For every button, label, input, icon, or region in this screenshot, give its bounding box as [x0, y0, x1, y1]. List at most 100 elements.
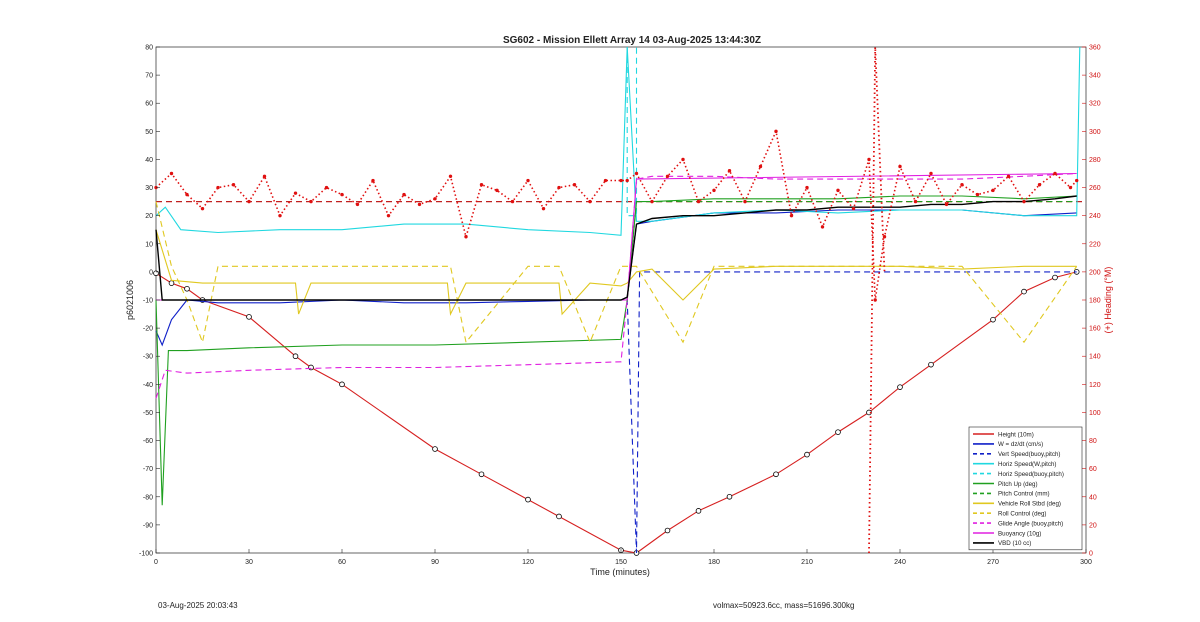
y2-tick-label: 140: [1089, 354, 1101, 361]
height-marker: [835, 429, 841, 435]
y2-tick-label: 300: [1089, 129, 1101, 136]
y2-tick-label: 80: [1089, 438, 1097, 445]
y-tick-label: 20: [145, 213, 153, 220]
y2-tick-label: 180: [1089, 298, 1101, 305]
heading-point: [603, 178, 608, 183]
heading-point: [324, 185, 329, 190]
y-axis-label: p6021006: [125, 280, 135, 320]
y2-tick-label: 100: [1089, 410, 1101, 417]
height-marker: [804, 451, 810, 458]
chart-title: SG602 - Mission Ellett Array 14 03-Aug-2…: [503, 35, 761, 46]
y2-tick-label: 260: [1089, 185, 1101, 192]
heading-point: [495, 188, 499, 193]
height-marker: [246, 314, 252, 320]
legend-label-0: Height (10m): [998, 431, 1034, 438]
height-marker: [184, 285, 190, 292]
height-marker: [695, 508, 702, 514]
height-marker: [168, 280, 175, 286]
x-tick-label: 300: [1080, 559, 1092, 566]
y2-tick-label: 20: [1089, 522, 1097, 529]
legend-label-11: VBD (10 cc): [998, 540, 1031, 547]
y-tick-label: 70: [145, 73, 153, 80]
y-tick-label: 10: [145, 241, 153, 248]
height-marker: [664, 527, 671, 534]
heading-point: [873, 298, 877, 302]
height-marker: [773, 471, 779, 478]
legend: Height (10m) W = dz/dt (cm/s) Vert Speed(b…: [968, 426, 1083, 551]
y2-tick-label: 160: [1089, 326, 1101, 333]
y-tick-label: -10: [143, 298, 153, 305]
x-tick-label: 210: [801, 559, 813, 566]
x-tick-label: 180: [708, 559, 720, 566]
x-tick-label: 120: [522, 559, 534, 566]
legend-label-6: Pitch Control (mm): [998, 491, 1050, 498]
x-tick-label: 240: [894, 559, 906, 566]
y2-tick-label: 340: [1089, 73, 1101, 80]
height-marker: [928, 361, 934, 368]
legend-label-2: Vert Speed(buoy,pitch): [998, 451, 1060, 458]
y-tick-label: 0: [149, 269, 153, 276]
footer-timestamp: 03-Aug-2025 20:03:43: [158, 601, 238, 610]
height-marker: [897, 384, 903, 390]
x-tick-label: 60: [338, 559, 346, 566]
y-tick-label: 30: [145, 185, 153, 192]
height-marker: [726, 493, 733, 500]
height-marker: [556, 513, 562, 520]
legend-label-1: W = dz/dt (cm/s): [998, 441, 1043, 448]
height-marker: [990, 316, 996, 323]
y2-tick-label: 60: [1089, 466, 1097, 473]
y2-axis-label: (+) Heading (°M): [1103, 267, 1113, 334]
series-line-3: [155, 46, 1081, 236]
series-line-8: [155, 201, 1078, 345]
legend-label-8: Roll Control (deg): [998, 511, 1047, 518]
y2-tick-label: 360: [1089, 45, 1101, 52]
y2-tick-label: 40: [1089, 494, 1097, 501]
series-layer: [153, 46, 1086, 556]
heading-point: [1053, 171, 1057, 176]
height-marker: [339, 381, 345, 388]
height-marker: [308, 364, 314, 371]
x-tick-label: 270: [987, 559, 999, 566]
legend-label-10: Buoyancy (10g): [998, 530, 1041, 537]
x-tick-label: 0: [154, 559, 158, 566]
x-tick-label: 150: [615, 559, 627, 566]
y2-tick-label: 280: [1089, 157, 1101, 164]
legend-box: [968, 426, 1083, 551]
y-tick-label: 60: [145, 101, 153, 108]
y-tick-label: 40: [145, 157, 153, 164]
legend-label-9: Glide Angle (buoy,pitch): [998, 520, 1063, 527]
series-line-9: [155, 172, 1077, 399]
y2-tick-label: 240: [1089, 213, 1101, 220]
series-line-11: [155, 195, 1077, 301]
y2-tick-label: 320: [1089, 101, 1101, 108]
height-marker: [432, 446, 438, 452]
y2-tick-label: 200: [1089, 269, 1101, 276]
y-tick-label: -20: [143, 326, 153, 333]
x-tick-label: 30: [245, 559, 253, 566]
series-line-4: [626, 47, 638, 217]
y-tick-label: -80: [143, 494, 153, 501]
y2-tick-label: 220: [1089, 241, 1101, 248]
series-line-7: [155, 229, 1077, 317]
legend-label-4: Horiz Speed(buoy,pitch): [998, 471, 1064, 478]
y-tick-label: 80: [145, 45, 153, 52]
height-marker: [525, 496, 531, 503]
heading-point: [619, 178, 623, 183]
legend-label-7: Vehicle Roll Stbd (deg): [998, 501, 1061, 508]
height-marker: [292, 353, 299, 360]
y-tick-label: -30: [143, 354, 153, 361]
x-tick-label: 90: [431, 559, 439, 566]
axes-layer: 0 30 60 90 120 150 180 210 240 270 300-100-90-80-7…: [139, 45, 1101, 567]
legend-label-3: Horiz Speed(W,pitch): [998, 461, 1056, 468]
y-tick-label: -100: [139, 551, 153, 558]
y2-tick-label: 0: [1089, 551, 1093, 558]
heading-line: [155, 128, 1078, 301]
y-tick-label: -40: [143, 382, 153, 389]
height-marker: [478, 471, 485, 478]
y-tick-label: 50: [145, 129, 153, 136]
y-tick-label: -90: [143, 522, 153, 529]
footer-vol-mass: volmax=50923.6cc, mass=51696.300kg: [713, 601, 855, 610]
legend-label-5: Pitch Up (deg): [998, 481, 1038, 488]
y2-tick-label: 120: [1089, 382, 1101, 389]
height-marker: [1021, 288, 1027, 295]
